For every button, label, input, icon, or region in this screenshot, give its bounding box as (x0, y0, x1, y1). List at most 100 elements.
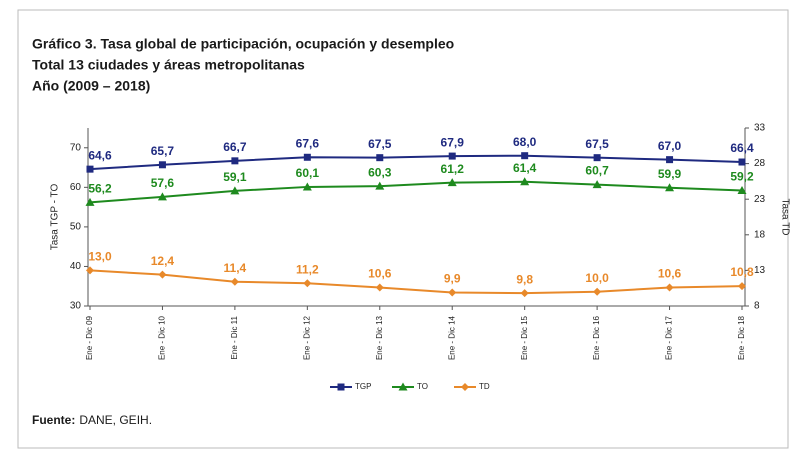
x-tick-label: Ene - Dic 10 (158, 315, 167, 360)
marker (230, 186, 240, 195)
data-label: 67,9 (441, 135, 465, 149)
data-label: 10,8 (730, 265, 754, 279)
series-line (89, 154, 743, 171)
chart-period: Año (2009 – 2018) (32, 78, 150, 94)
marker (521, 152, 529, 160)
y2-tick-label: 13 (754, 265, 766, 276)
x-tick-label: Ene - Dic 14 (447, 315, 456, 360)
x-tick-label: Ene - Dic 09 (85, 315, 94, 360)
y-tick-label: 70 (70, 142, 82, 153)
marker (376, 154, 384, 162)
y2-tick-label: 18 (754, 229, 766, 240)
x-tick-label: Ene - Dic 15 (520, 315, 529, 360)
y-tick-label: 40 (70, 261, 82, 272)
legend-label: TO (417, 382, 428, 391)
data-label: 61,4 (513, 161, 537, 175)
data-label: 60,1 (296, 166, 320, 180)
data-label: 9,8 (516, 272, 533, 286)
x-tick-label: Ene - Dic 17 (665, 315, 674, 360)
legend-marker (461, 383, 469, 391)
legend-label: TD (479, 382, 490, 391)
source-text: DANE, GEIH. (79, 413, 152, 427)
y-tick-label: 60 (70, 182, 82, 193)
x-tick-label: Ene - Dic 13 (375, 315, 384, 360)
marker (158, 161, 166, 169)
marker (375, 283, 384, 292)
data-label: 9,9 (444, 272, 461, 286)
data-label: 67,5 (585, 137, 609, 151)
marker (375, 181, 385, 190)
data-label: 56,2 (88, 182, 112, 196)
legend-marker (337, 383, 345, 391)
marker (593, 154, 601, 162)
marker (230, 277, 239, 286)
x-tick-label: Ene - Dic 16 (592, 315, 601, 360)
series-line (89, 269, 743, 295)
source-label: Fuente: (32, 413, 75, 427)
data-label: 10,6 (658, 267, 682, 281)
chart-subtitle: Total 13 ciudades y áreas metropolitanas (32, 57, 305, 73)
marker (158, 270, 167, 279)
marker (231, 157, 239, 165)
marker (85, 197, 95, 206)
data-label: 67,5 (368, 137, 392, 151)
data-label: 10,6 (368, 267, 392, 281)
source: Fuente: DANE, GEIH. (32, 413, 152, 427)
marker (448, 288, 457, 297)
marker (448, 152, 456, 160)
data-label: 67,6 (296, 136, 320, 150)
marker (593, 287, 602, 296)
data-label: 57,6 (151, 176, 175, 190)
marker (738, 158, 746, 166)
data-label: 65,7 (151, 144, 175, 158)
data-label: 64,6 (88, 148, 112, 162)
chart-title: Gráfico 3. Tasa global de participación,… (32, 36, 454, 52)
legend-label: TGP (355, 382, 371, 391)
data-label: 11,4 (224, 261, 247, 275)
marker (303, 279, 312, 288)
data-label: 61,2 (441, 162, 465, 176)
marker (665, 283, 674, 292)
marker (665, 183, 675, 192)
data-label: 67,0 (658, 139, 682, 153)
y2-tick-label: 28 (754, 158, 766, 169)
x-tick-label: Ene - Dic 18 (737, 315, 746, 360)
marker (592, 180, 602, 189)
marker (520, 177, 530, 186)
y-tick-label: 50 (70, 222, 82, 233)
data-label: 60,7 (585, 164, 609, 178)
y-tick-label: 30 (70, 301, 82, 312)
data-label: 11,2 (296, 262, 319, 276)
y-axis-label: Tasa TGP - TO (50, 184, 61, 251)
data-label: 10,0 (585, 271, 609, 285)
marker (302, 182, 312, 191)
data-label: 66,7 (223, 140, 247, 154)
data-label: 59,2 (730, 170, 754, 184)
data-label: 13,0 (88, 250, 112, 264)
marker (666, 156, 674, 164)
series-line (89, 180, 743, 204)
y2-axis-label: Tasa TD (779, 198, 790, 235)
x-tick-label: Ene - Dic 11 (230, 315, 239, 359)
marker (86, 165, 94, 173)
data-label: 68,0 (513, 135, 537, 149)
marker (737, 185, 747, 194)
x-tick-label: Ene - Dic 12 (302, 315, 311, 360)
marker (520, 289, 529, 298)
legend-marker (398, 382, 408, 391)
data-label: 59,9 (658, 167, 682, 181)
y2-tick-label: 8 (754, 301, 760, 312)
marker (447, 178, 457, 187)
marker (86, 266, 94, 275)
y2-tick-label: 23 (754, 194, 766, 205)
data-label: 60,3 (368, 165, 392, 179)
data-label: 12,4 (151, 254, 175, 268)
marker (157, 192, 167, 201)
data-label: 59,1 (223, 170, 247, 184)
marker (738, 282, 746, 291)
marker (303, 153, 311, 161)
y2-tick-label: 33 (754, 123, 766, 134)
data-label: 66,4 (730, 141, 754, 155)
frame (17, 9, 789, 449)
